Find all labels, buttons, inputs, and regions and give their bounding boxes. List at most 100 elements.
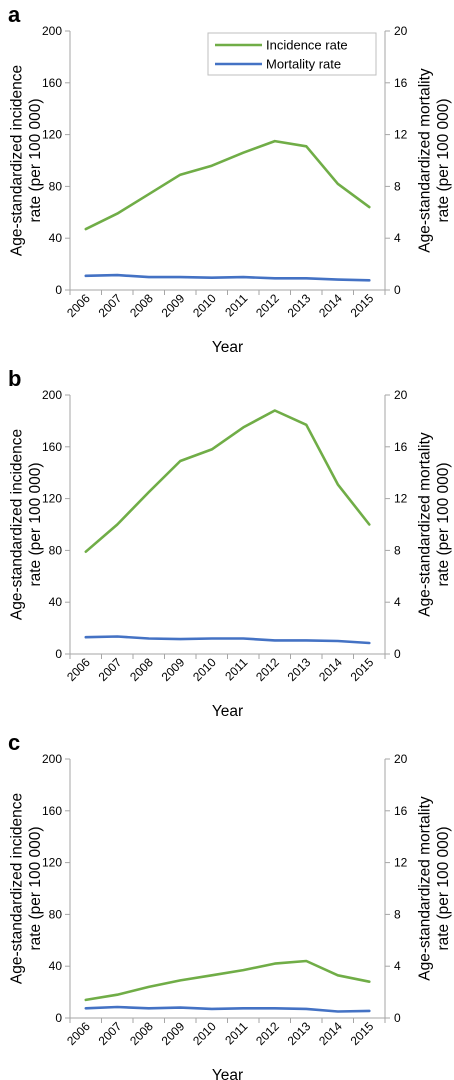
data-point-incidence [179, 459, 182, 462]
right-tick-label: 20 [394, 752, 408, 766]
left-tick-label: 120 [42, 856, 62, 870]
data-point-incidence [84, 228, 87, 231]
data-point-mortality [179, 638, 182, 641]
data-point-incidence [305, 423, 308, 426]
x-tick-label: 2008 [127, 1019, 156, 1048]
left-y-axis-title-line: Age-standardized incidence [8, 793, 25, 984]
left-y-axis-title-line: Age-standardized incidence [8, 429, 25, 620]
data-point-incidence [305, 959, 308, 962]
series-line-incidence [84, 409, 371, 554]
left-tick-label: 80 [49, 179, 63, 193]
legend-entry: Incidence rate [266, 38, 348, 53]
left-tick-label: 200 [42, 388, 62, 402]
chart-panel-b: b 0 40 80 120 160 200 0 4 8 12 16 20 2006 2007 2008 2009… [8, 366, 452, 720]
data-point-incidence [336, 974, 339, 977]
data-point-mortality [305, 277, 308, 280]
right-tick-label: 12 [394, 856, 408, 870]
right-y-axis-title-line: rate (per 100 000) [435, 826, 452, 950]
x-tick-label: 2012 [253, 291, 282, 320]
right-y-axis-title-line: Age-standardized mortality [416, 796, 433, 981]
data-point-incidence [116, 212, 119, 215]
left-tick-label: 160 [42, 440, 62, 454]
right-tick-label: 4 [394, 959, 401, 973]
left-tick-label: 200 [42, 752, 62, 766]
right-y-axis-title-line: Age-standardized mortality [416, 68, 433, 253]
data-point-mortality [179, 275, 182, 278]
panel-label: a [8, 2, 21, 27]
x-tick-label: 2012 [253, 655, 282, 684]
data-point-mortality [242, 1007, 245, 1010]
data-point-incidence [210, 974, 213, 977]
data-point-mortality [273, 639, 276, 642]
right-y-axis-title-line: rate (per 100 000) [435, 462, 452, 586]
left-tick-label: 40 [49, 595, 63, 609]
left-tick-label: 160 [42, 804, 62, 818]
left-tick-label: 40 [49, 231, 63, 245]
right-tick-label: 4 [394, 231, 401, 245]
x-tick-label: 2009 [159, 655, 188, 684]
left-tick-label: 160 [42, 76, 62, 90]
series-line-mortality [84, 273, 371, 282]
x-tick-label: 2012 [253, 1019, 282, 1048]
x-axis-title: Year [212, 1067, 243, 1080]
left-tick-label: 40 [49, 959, 63, 973]
x-tick-label: 2006 [64, 655, 93, 684]
left-y-axis-title: Age-standardized incidence rate (per 100 … [8, 65, 44, 256]
data-point-mortality [147, 275, 150, 278]
data-point-mortality [116, 635, 119, 638]
panel-label: b [8, 366, 21, 391]
right-y-axis-title-line: rate (per 100 000) [435, 98, 452, 222]
data-point-incidence [242, 151, 245, 154]
x-axis-title: Year [212, 703, 243, 720]
data-point-incidence [179, 173, 182, 176]
x-tick-label: 2008 [127, 655, 156, 684]
data-point-mortality [147, 1007, 150, 1010]
data-point-incidence [305, 145, 308, 148]
x-tick-label: 2010 [190, 655, 219, 684]
left-y-axis-title-line: rate (per 100 000) [27, 98, 44, 222]
data-point-incidence [273, 962, 276, 965]
data-point-mortality [305, 639, 308, 642]
x-tick-label: 2008 [127, 291, 156, 320]
data-point-mortality [305, 1007, 308, 1010]
data-point-incidence [116, 993, 119, 996]
data-point-incidence [273, 409, 276, 412]
legend-box [207, 32, 377, 76]
x-tick-label: 2010 [190, 291, 219, 320]
x-tick-label: 2014 [316, 1019, 345, 1048]
x-tick-label: 2011 [222, 655, 250, 683]
data-point-incidence [210, 164, 213, 167]
data-point-incidence [368, 980, 371, 983]
data-point-mortality [273, 1007, 276, 1010]
left-y-axis-title: Age-standardized incidence rate (per 100 … [8, 429, 44, 620]
right-tick-label: 12 [394, 492, 408, 506]
left-y-axis-title: Age-standardized incidence rate (per 100 … [8, 793, 44, 984]
data-point-mortality [210, 276, 213, 279]
data-point-mortality [84, 636, 87, 639]
right-tick-label: 4 [394, 595, 401, 609]
series-line-incidence [84, 139, 371, 231]
x-tick-label: 2007 [96, 1019, 125, 1048]
right-tick-label: 8 [394, 907, 401, 921]
data-point-mortality [210, 1007, 213, 1010]
right-tick-label: 20 [394, 24, 408, 38]
right-tick-label: 0 [394, 283, 401, 297]
x-tick-label: 2015 [348, 655, 377, 684]
right-tick-label: 12 [394, 128, 408, 142]
x-tick-label: 2015 [348, 291, 377, 320]
left-tick-label: 80 [49, 543, 63, 557]
series-line-mortality [84, 635, 371, 645]
data-point-incidence [242, 968, 245, 971]
data-point-incidence [368, 206, 371, 209]
data-point-mortality [368, 1009, 371, 1012]
right-tick-label: 8 [394, 543, 401, 557]
data-point-incidence [147, 193, 150, 196]
left-tick-label: 0 [55, 647, 62, 661]
data-point-mortality [336, 639, 339, 642]
x-tick-label: 2006 [64, 291, 93, 320]
x-tick-label: 2013 [285, 1019, 314, 1048]
left-tick-label: 120 [42, 492, 62, 506]
chart-panel-c: c 0 40 80 120 160 200 0 4 8 12 16 20 2006 2007 2008 2009… [8, 730, 452, 1080]
data-point-mortality [84, 1007, 87, 1010]
